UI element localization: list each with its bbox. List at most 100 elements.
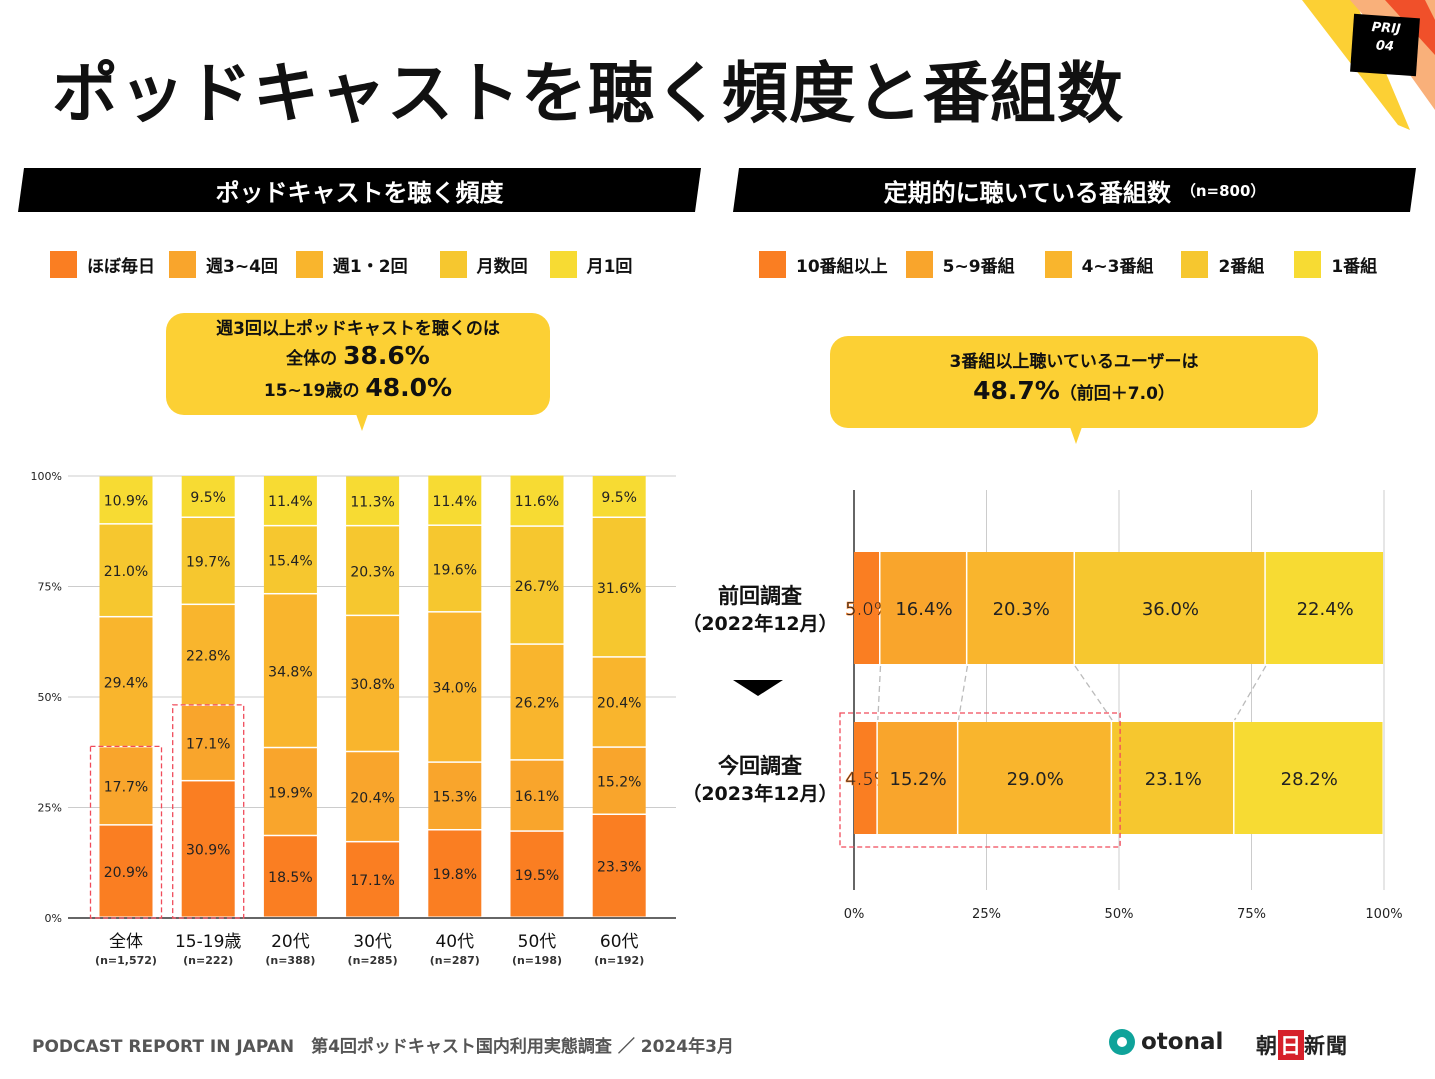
callout-suffix: （前回＋7.0）: [1059, 384, 1175, 405]
bar-segment: [263, 836, 317, 917]
data-label: 26.2%: [515, 696, 559, 712]
data-label: 18.5%: [268, 870, 312, 886]
callout-value: 38.6%: [343, 341, 430, 371]
data-label: 17.1%: [186, 737, 230, 753]
bar-segment: [428, 762, 482, 829]
legend-label: ほぼ毎日: [87, 257, 155, 277]
bar-segment: [346, 842, 400, 917]
highlight-box: [839, 712, 1121, 848]
category-label: 20代: [271, 932, 310, 952]
legend-label: 10番組以上: [796, 257, 888, 277]
y-tick-label: 75%: [38, 581, 62, 594]
callout-prefix: 全体の: [286, 349, 344, 370]
legend-label: 週3~4回: [206, 257, 278, 277]
data-label: 28.2%: [1281, 769, 1338, 790]
chart-frequency: 0% 25% 50% 75% 100% 20.9% 17.7% 29.4% 21.0% 10.9%…: [31, 470, 676, 967]
callout-line1: 3番組以上聴いているユーザーは: [949, 352, 1199, 372]
category-label: 40代: [435, 932, 474, 952]
bar-segment: [967, 552, 1074, 664]
y-tick-label: 0%: [45, 912, 62, 925]
bar-segment: [346, 476, 400, 525]
legend-swatch: [1294, 251, 1322, 278]
otonal-disc-icon: [1109, 1029, 1135, 1055]
category-label-line2: （2023年12月）: [682, 782, 837, 805]
legend-label: 2番組: [1218, 257, 1265, 277]
y-tick-label: 100%: [31, 470, 62, 483]
legend-swatch: [439, 251, 467, 278]
y-tick-label: 25%: [38, 802, 62, 815]
bar-segment: [428, 475, 482, 525]
category-label-line1: 前回調査: [718, 584, 802, 608]
callout-value: 48.0%: [365, 372, 453, 402]
connector-line: [1233, 665, 1267, 721]
down-arrow-icon: [733, 680, 783, 696]
legend-program-count: 10番組以上 5~9番組 4~3番組 2番組 1番組: [759, 251, 1377, 278]
data-label: 29.0%: [1007, 769, 1064, 790]
callout-line3: 15~19歳の 48.0%: [166, 372, 550, 403]
bar-segment: [592, 815, 646, 917]
data-label: 16.4%: [895, 599, 952, 620]
category-label: 50代: [518, 932, 557, 952]
legend-item: 週1・2回: [295, 251, 408, 278]
legend-swatch: [759, 251, 786, 278]
section-banner-frequency: ポッドキャストを聴く頻度: [18, 168, 701, 212]
data-label: 20.3%: [350, 564, 394, 580]
bar-segment: [99, 524, 153, 616]
bar-segment: [510, 831, 564, 917]
data-label: 34.0%: [433, 681, 477, 697]
data-label: 9.5%: [601, 490, 637, 506]
legend-swatch: [169, 251, 196, 278]
bar-segment: [99, 476, 153, 524]
data-label: 17.1%: [350, 873, 394, 889]
page-title: ポッドキャストを聴く頻度と番組数: [52, 55, 1124, 132]
connector-line: [957, 665, 969, 721]
data-label: 19.7%: [186, 555, 230, 571]
legend-label: 月数回: [476, 257, 528, 277]
data-label: 36.0%: [1142, 599, 1199, 620]
bar-segment: [592, 657, 646, 747]
sample-size-label: (n=388): [265, 954, 315, 967]
legend-label: 1番組: [1331, 257, 1378, 277]
data-label: 20.4%: [350, 790, 394, 806]
bar-segment: [592, 476, 646, 517]
bar-segment: [510, 526, 564, 644]
bar-segment: [263, 748, 317, 835]
data-label: 11.4%: [268, 494, 312, 510]
legend-swatch: [50, 251, 77, 278]
highlight-box: [172, 704, 245, 919]
bar-segment: [99, 747, 153, 825]
data-label: 20.9%: [104, 865, 148, 881]
otonal-logo-text: otonal: [1141, 1029, 1224, 1055]
bar-segment: [880, 552, 966, 664]
data-label: 15.2%: [890, 769, 947, 790]
banner-sample-size: （n=800）: [1180, 181, 1266, 200]
data-label: 19.9%: [268, 785, 312, 801]
bar-segment: [181, 476, 235, 517]
bar-segment: [99, 825, 153, 917]
data-label: 30.9%: [186, 843, 230, 859]
sample-size-label: (n=222): [183, 954, 233, 967]
legend-item: 週3~4回: [169, 251, 278, 278]
data-label: 19.6%: [433, 562, 477, 578]
legend-item: 1番組: [1294, 251, 1377, 278]
bar-segment: [181, 705, 235, 780]
x-tick-label: 50%: [1105, 907, 1134, 922]
bar-segment: [510, 475, 564, 526]
legend-item: 月数回: [439, 251, 528, 278]
badge-line2: 04: [1375, 38, 1395, 55]
legend-item: 月1回: [549, 251, 632, 278]
data-label: 23.3%: [597, 860, 641, 876]
asahi-logo: 朝日新聞: [1256, 1030, 1348, 1060]
data-label: 34.8%: [268, 664, 312, 680]
callout-line2: 全体の 38.6%: [166, 340, 550, 371]
banner-title: 定期的に聴いている番組数: [883, 178, 1171, 207]
legend-label: 5~9番組: [942, 257, 1015, 277]
legend-swatch: [295, 251, 323, 278]
data-label: 21.0%: [104, 564, 148, 580]
data-label: 15.4%: [268, 553, 312, 569]
category-label: 60代: [600, 932, 639, 952]
otonal-logo: otonal: [1108, 1028, 1223, 1056]
legend-label: 週1・2回: [332, 257, 408, 277]
data-label: 15.3%: [433, 790, 477, 806]
bar-segment: [263, 476, 317, 525]
